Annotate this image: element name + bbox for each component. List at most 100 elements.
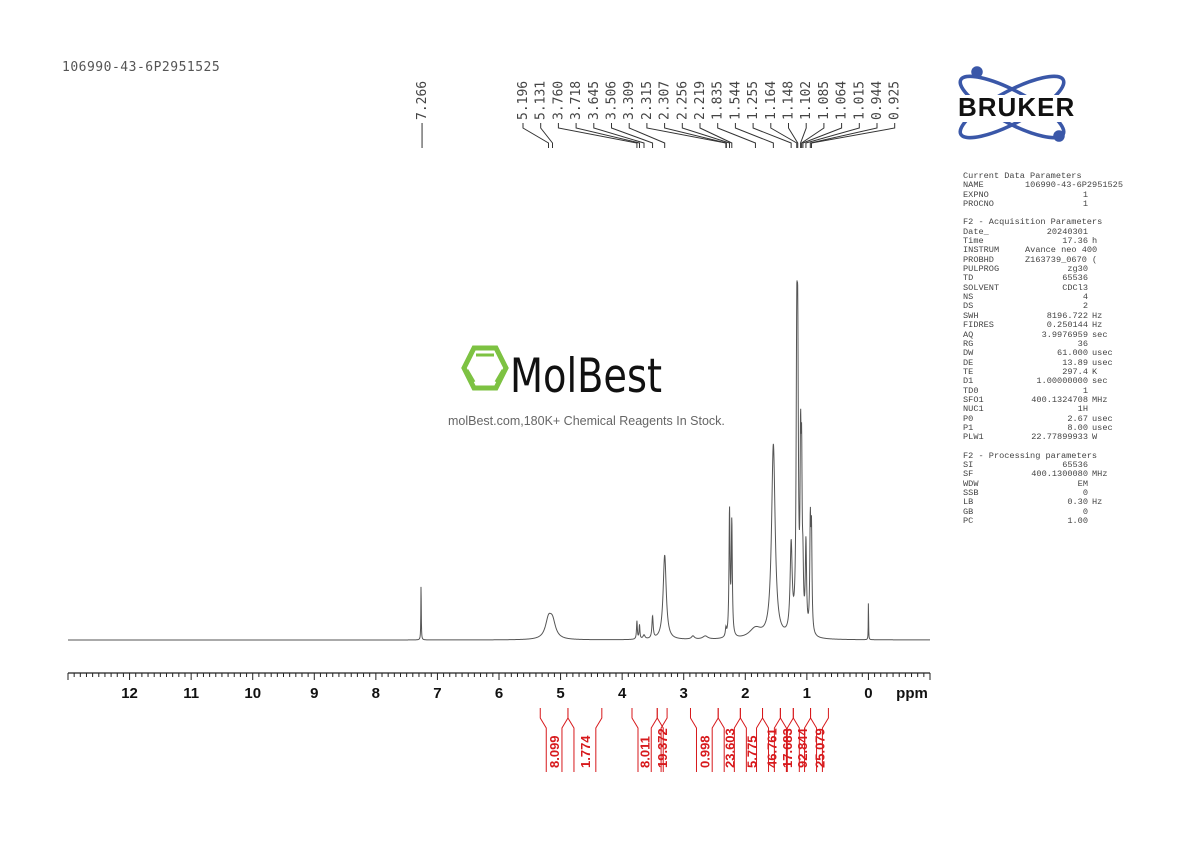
parameter-unit: h [1092, 236, 1098, 247]
parameter-row: WDW EM [963, 478, 1113, 489]
parameter-key: DW [963, 348, 974, 359]
peak-label: 0.944 [870, 81, 885, 120]
parameter-unit [1088, 181, 1092, 190]
parameter-row: PROCNO 1 [963, 199, 1113, 209]
parameter-key: SOLVENT [963, 282, 1000, 293]
peak-label: 1.164 [764, 81, 779, 120]
parameter-key: Date_ [963, 226, 989, 237]
parameter-key: TD [963, 273, 974, 284]
parameter-key: P1 [963, 422, 974, 433]
parameter-unit: W [1092, 432, 1098, 443]
integral-bracket [656, 708, 668, 772]
parameter-value: 400.1324708 [1031, 394, 1088, 405]
parameter-unit [1088, 256, 1092, 265]
parameter-key: TE [963, 366, 974, 377]
peak-label-leader [801, 123, 825, 148]
parameter-row: NUC1 1H [963, 404, 1113, 414]
parameter-unit [1088, 200, 1092, 209]
peak-label: 5.131 [534, 81, 549, 120]
peak-labels: 7.266 5.196 5.131 3.760 3.718 3.645 3.506 3.309… [415, 81, 903, 148]
parameter-key: DS [963, 301, 974, 312]
tick-label: 2 [741, 685, 749, 702]
tick-label: 3 [680, 685, 688, 702]
parameter-value: 400.1300080 [1031, 469, 1088, 480]
tick-label: 12 [121, 685, 138, 702]
parameter-key: PULPROG [963, 264, 1000, 275]
parameter-row: TD 65536 [963, 273, 1113, 284]
parameter-key: WDW [963, 478, 979, 489]
peak-label-leader [788, 123, 799, 148]
tick-label: 6 [495, 685, 503, 702]
parameter-value: 0 [1082, 506, 1088, 517]
parameter-key: SF [963, 469, 974, 480]
parameter-row: SFO1 400.1324708 MHz [963, 394, 1113, 405]
parameter-value: 1 [1082, 385, 1088, 396]
parameter-value: 3.9976959 [1041, 329, 1088, 340]
parameter-key: SWH [963, 310, 979, 321]
peak-label: 3.645 [587, 81, 602, 120]
watermark-brand: MolBest [510, 349, 662, 398]
peak-label-leader [593, 123, 645, 148]
parameter-value: 22.77899933 [1031, 432, 1088, 443]
parameter-group-heading: F2 - Processing parameters [963, 450, 1098, 461]
parameter-row: PROBHD Z163739_0670 ( [963, 254, 1113, 265]
parameter-row: SF 400.1300080 MHz [963, 469, 1113, 480]
parameter-value: 36 [1077, 338, 1088, 349]
parameter-unit: MHz [1092, 469, 1108, 480]
integral-value: 8.011 [638, 736, 653, 768]
peak-label-leader [540, 123, 554, 148]
parameter-unit: usec [1092, 422, 1113, 433]
peak-label-leader [699, 123, 733, 148]
parameter-key: PLW1 [963, 432, 984, 443]
parameter-row: AQ 3.9976959 sec [963, 329, 1113, 340]
parameter-row: Date_ 20240301 [963, 226, 1113, 237]
tick-label: 0 [864, 685, 872, 702]
tick-label: 9 [310, 685, 318, 702]
integral-value: 17.683 [780, 728, 795, 768]
sample-title: 106990-43-6P2951525 [62, 60, 221, 75]
parameter-row: SWH 8196.722 Hz [963, 310, 1113, 321]
peak-label-leader [734, 123, 774, 148]
parameter-key: P0 [963, 413, 974, 424]
peak-label: 1.835 [711, 81, 726, 120]
parameter-key: EXPNO [963, 189, 989, 200]
parameter-row: DE 13.89 usec [963, 358, 1113, 368]
parameter-row: P0 2.67 usec [963, 413, 1113, 424]
peak-label: 1.064 [835, 81, 850, 120]
peak-label-leader [809, 123, 878, 148]
parameter-key: PROBHD [963, 254, 994, 265]
parameter-value: zg30 [1067, 264, 1088, 275]
parameter-value: 61.000 [1057, 348, 1088, 359]
parameter-key: PC [963, 516, 974, 527]
parameter-key: SI [963, 459, 974, 470]
integral-value: 25.079 [812, 728, 827, 768]
parameter-value: 2.67 [1067, 413, 1088, 424]
parameter-unit: usec [1092, 413, 1113, 424]
integral-bracket [810, 708, 829, 772]
parameter-key: AQ [963, 329, 974, 340]
parameter-row: DS 2 [963, 301, 1113, 312]
parameters-panel: Current Data Parameters NAME 106990-43-6P2… [963, 171, 1123, 527]
integral-value: 92.844 [795, 727, 810, 768]
peak-label-leader [800, 123, 807, 148]
peak-label: 1.085 [817, 81, 832, 120]
peak-label-leader [717, 123, 756, 148]
axis-label: ppm [896, 685, 928, 702]
parameter-key: RG [963, 338, 974, 349]
integral-value: 0.998 [697, 735, 712, 768]
peak-label: 1.015 [852, 81, 867, 120]
watermark-tagline: molBest.com,180K+ Chemical Reagents In S… [448, 414, 725, 428]
parameter-row: GB 0 [963, 506, 1113, 517]
parameter-unit: MHz [1092, 394, 1108, 405]
parameter-value: EM [1077, 478, 1088, 489]
spectrum [68, 280, 930, 641]
peak-label: 2.307 [658, 81, 673, 120]
peak-label: 3.760 [551, 81, 566, 120]
parameter-unit [1088, 293, 1092, 302]
peak-label-leader [810, 123, 896, 148]
parameter-value: CDCl3 [1062, 282, 1088, 293]
peak-label-leader [611, 123, 654, 148]
x-axis: 12 11 10 9 8 7 6 5 4 3 2 1 0 ppm [67, 672, 931, 702]
parameter-row: EXPNO 1 [963, 189, 1113, 200]
